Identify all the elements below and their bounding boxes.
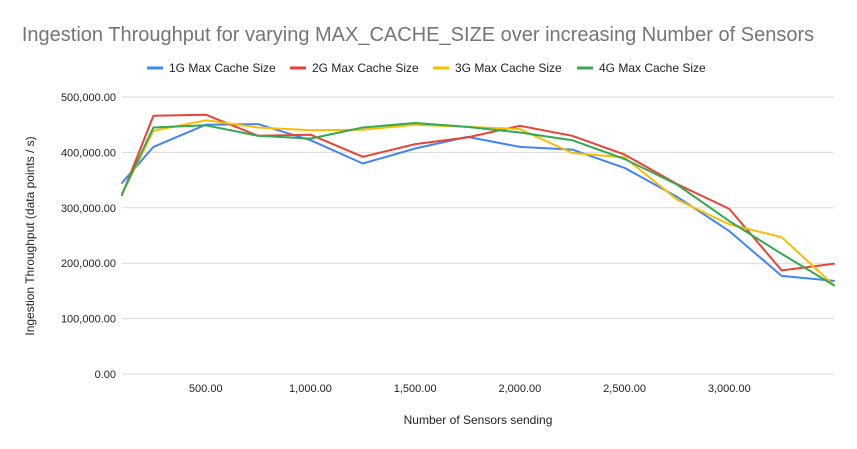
grid-lines [122, 96, 834, 375]
x-tick-label: 3,000.00 [708, 383, 751, 395]
x-axis-ticks: 500.00 1,000.00 1,500.00 2,000.00 2,500.00 3,… [189, 383, 751, 395]
x-tick-label: 1,000.00 [289, 383, 332, 395]
x-tick-label: 500.00 [189, 383, 223, 395]
y-tick-label: 500,000.00 [61, 92, 116, 104]
y-tick-label: 0.00 [95, 369, 116, 381]
x-tick-label: 1,500.00 [394, 383, 437, 395]
x-tick-label: 2,000.00 [498, 383, 541, 395]
series-line [121, 119, 835, 287]
series-line [121, 123, 835, 282]
legend-label: 3G Max Cache Size [455, 61, 562, 75]
y-tick-label: 300,000.00 [61, 203, 116, 215]
legend: 1G Max Cache Size 2G Max Cache Size 3G Max… [147, 61, 706, 75]
legend-label: 2G Max Cache Size [312, 61, 419, 75]
chart-title: Ingestion Throughput for varying MAX_CAC… [22, 24, 814, 46]
series-line [121, 122, 835, 287]
x-axis-title: Number of Sensors sending [404, 413, 553, 427]
y-axis-title: Ingestion Throughput (data points / s) [23, 136, 37, 335]
legend-label: 1G Max Cache Size [169, 61, 276, 75]
legend-label: 4G Max Cache Size [599, 61, 706, 75]
x-tick-label: 2,500.00 [603, 383, 646, 395]
y-axis-ticks: 0.00 100,000.00 200,000.00 300,000.00 400,00… [61, 92, 116, 381]
y-tick-label: 100,000.00 [61, 314, 116, 326]
y-tick-label: 200,000.00 [61, 258, 116, 270]
series-lines [121, 113, 835, 287]
y-tick-label: 400,000.00 [61, 147, 116, 159]
